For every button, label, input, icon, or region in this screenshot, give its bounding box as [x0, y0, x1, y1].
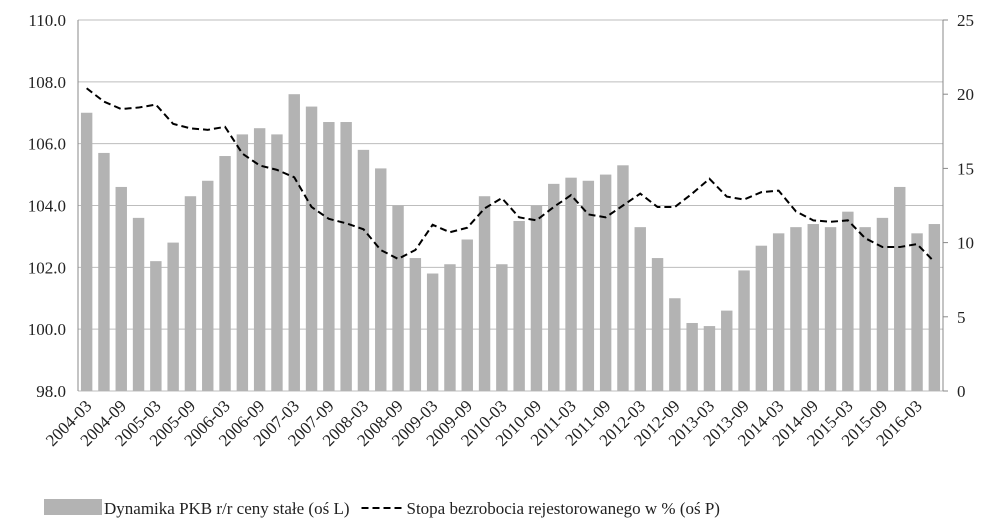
- y2-tick-label: 20: [957, 85, 974, 104]
- bar: [703, 326, 716, 391]
- bar: [686, 322, 698, 391]
- bar: [513, 220, 525, 391]
- bar: [305, 106, 318, 392]
- bar: [478, 196, 491, 391]
- line: [86, 87, 936, 263]
- bar: [357, 149, 370, 391]
- bar: [409, 258, 422, 391]
- y-tick-label: 98.0: [36, 382, 66, 401]
- bar: [807, 224, 819, 391]
- legend: Dynamika PKB r/r ceny stałe (oś L) Stopa …: [44, 499, 720, 518]
- y-tick-label: 104.0: [28, 197, 66, 216]
- bar: [496, 264, 508, 391]
- bar: [548, 183, 560, 391]
- bar: [426, 273, 439, 391]
- y-tick-label: 110.0: [28, 11, 66, 30]
- bar: [167, 242, 179, 391]
- bar: [876, 217, 889, 391]
- y2-tick-label: 25: [957, 11, 974, 30]
- y2-tick-label: 10: [957, 234, 974, 253]
- bar: [634, 227, 646, 391]
- bar: [582, 180, 595, 391]
- bar: [132, 217, 145, 391]
- bar: [859, 227, 871, 391]
- bar: [392, 205, 404, 391]
- y2-tick-label: 5: [957, 308, 966, 327]
- bar: [651, 258, 664, 391]
- bar: [219, 156, 231, 391]
- bar: [721, 310, 733, 391]
- y-tick-label: 100.0: [28, 320, 66, 339]
- bar: [772, 233, 785, 391]
- bar: [288, 94, 300, 391]
- bar: [911, 233, 923, 391]
- bar: [461, 239, 473, 391]
- bar: [824, 227, 837, 391]
- bar: [80, 112, 93, 391]
- bar: [202, 180, 214, 391]
- legend-label: Stopa bezrobocia rejestorowanego w % (oś…: [407, 499, 720, 518]
- bar: [599, 174, 612, 391]
- y2-tick-label: 15: [957, 159, 974, 178]
- bar: [236, 134, 249, 391]
- y2-tick-label: 0: [957, 382, 966, 401]
- bar: [323, 122, 335, 392]
- bar: [565, 177, 577, 391]
- y-tick-label: 108.0: [28, 73, 66, 92]
- bar: [928, 224, 941, 391]
- bar: [894, 186, 906, 391]
- bar: [738, 270, 750, 391]
- bar: [340, 122, 352, 392]
- y-tick-label: 102.0: [28, 258, 66, 277]
- bar: [842, 211, 854, 391]
- bar: [669, 298, 681, 391]
- bar: [530, 205, 543, 391]
- bar: [150, 261, 162, 391]
- bar: [184, 196, 197, 391]
- bar: [271, 134, 283, 391]
- bar: [253, 128, 266, 392]
- legend-swatch: [44, 499, 102, 515]
- bar: [375, 168, 387, 391]
- bar: [115, 186, 127, 391]
- bar: [98, 152, 110, 391]
- bar: [617, 165, 629, 391]
- bar: [444, 264, 456, 391]
- bar: [790, 227, 802, 391]
- legend-label: Dynamika PKB r/r ceny stałe (oś L): [104, 499, 350, 518]
- bar: [755, 245, 768, 391]
- y-tick-label: 106.0: [28, 135, 66, 154]
